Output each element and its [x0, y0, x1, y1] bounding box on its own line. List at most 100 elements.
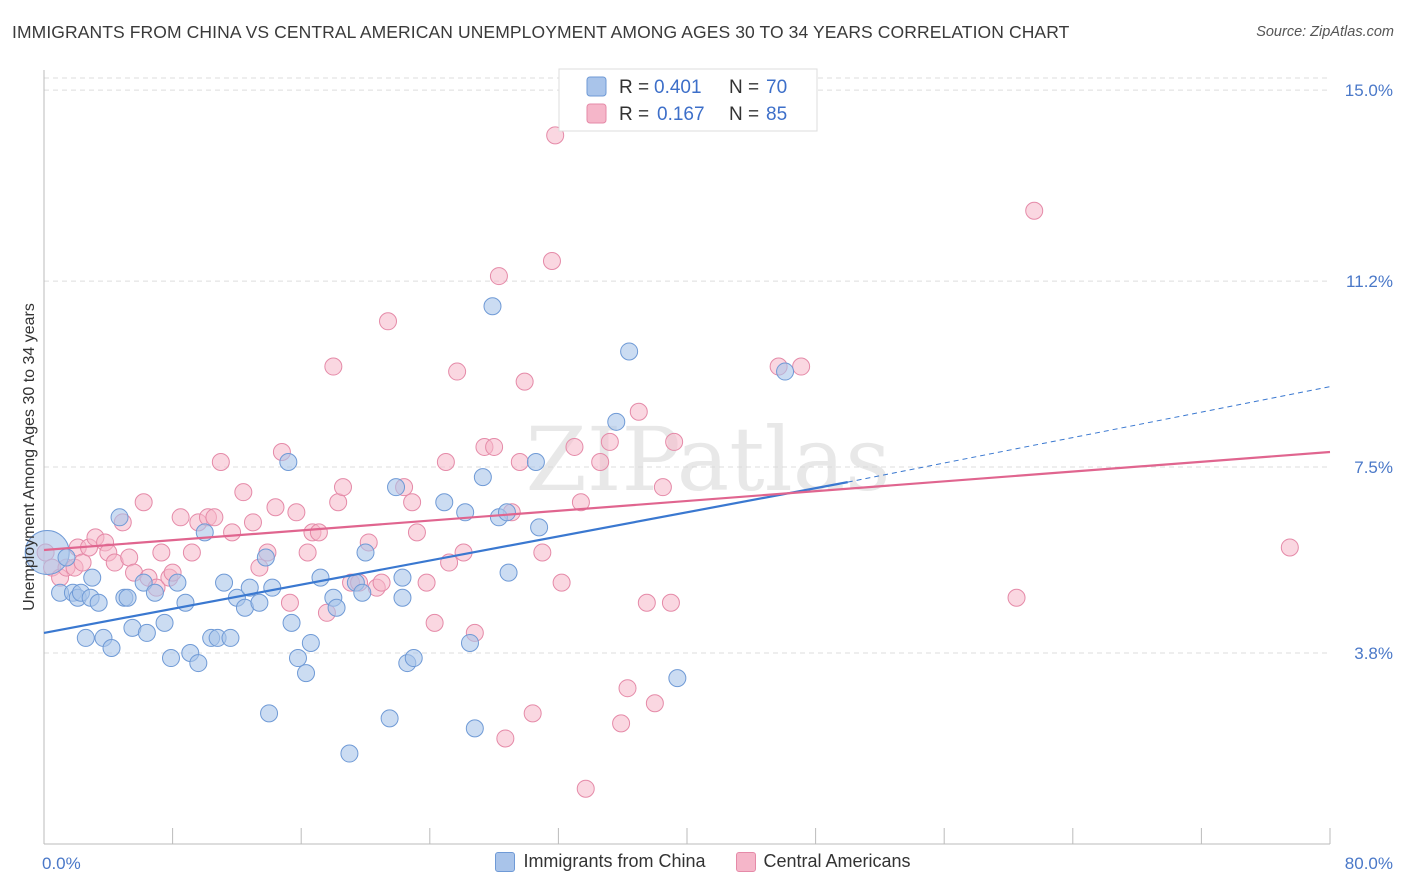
y-tick-label-0: 3.8% [1354, 644, 1393, 663]
point-central-22 [182, 543, 201, 562]
point-china-12 [110, 508, 129, 527]
point-china-57 [460, 633, 479, 652]
point-china-19 [155, 613, 174, 632]
point-china-63 [499, 563, 518, 582]
point-central-28 [234, 483, 253, 502]
point-china-16 [134, 573, 153, 592]
point-central-42 [333, 478, 352, 497]
point-central-85 [792, 357, 811, 376]
point-central-67 [533, 543, 552, 562]
y-tick-label-2: 11.2% [1346, 272, 1393, 291]
point-china-44 [327, 598, 346, 617]
point-china-51 [393, 568, 412, 587]
point-china-35 [263, 578, 282, 597]
point-central-32 [266, 498, 285, 517]
point-central-73 [576, 779, 595, 798]
point-central-52 [417, 573, 436, 592]
legend-r-label-central: R = [619, 104, 649, 125]
y-axis-label: Unemployment Among Ages 30 to 34 years [21, 303, 38, 611]
legend-n-label-china: N = [729, 77, 759, 98]
point-china-67 [620, 342, 639, 361]
bottom-legend-item-central: Central Americans [735, 851, 911, 872]
trend-line-central [43, 450, 1331, 552]
point-central-15 [134, 493, 153, 512]
point-central-48 [379, 312, 398, 331]
point-china-58 [465, 719, 484, 738]
point-central-56 [448, 362, 467, 381]
legend-n-label-central: N = [729, 104, 759, 125]
point-china-52 [393, 588, 412, 607]
point-china-64 [526, 453, 545, 472]
legend-r-label-china: R = [619, 77, 649, 98]
bottom-legend-item-china: Immigrants from China [495, 851, 706, 872]
point-china-59 [473, 468, 492, 487]
x-tick-label-max: 80.0% [1345, 854, 1393, 873]
point-central-72 [571, 493, 590, 512]
point-china-48 [356, 543, 375, 562]
point-central-41 [329, 493, 348, 512]
point-china-41 [301, 633, 320, 652]
point-central-51 [407, 523, 426, 542]
point-china-32 [240, 578, 259, 597]
point-central-34 [280, 593, 299, 612]
point-china-49 [380, 709, 399, 728]
point-china-47 [353, 583, 372, 602]
point-china-60 [483, 297, 502, 316]
point-china-22 [176, 593, 195, 612]
point-central-86 [1007, 588, 1026, 607]
trend-line-china-extension [847, 386, 1331, 483]
legend-n-value-china: 70 [766, 77, 787, 98]
point-central-87 [1025, 201, 1044, 220]
point-central-79 [637, 593, 656, 612]
point-central-76 [612, 714, 631, 733]
point-central-64 [510, 453, 529, 472]
point-china-34 [256, 548, 275, 567]
point-china-11 [102, 638, 121, 657]
axes [43, 70, 1331, 845]
legend-r-value-central: 0.167 [657, 104, 705, 125]
point-china-45 [340, 744, 359, 763]
point-central-35 [287, 503, 306, 522]
point-central-54 [436, 453, 455, 472]
point-china-40 [297, 664, 316, 683]
grid-lines [44, 77, 1330, 654]
point-central-88 [1280, 538, 1299, 557]
point-china-9 [89, 593, 108, 612]
point-central-47 [372, 573, 391, 592]
legend-n-value-central: 85 [766, 104, 787, 125]
point-china-6 [76, 628, 95, 647]
y-tick-label-1: 7.5% [1354, 458, 1393, 477]
point-central-21 [171, 508, 190, 527]
point-china-39 [288, 649, 307, 668]
y-tick-labels: 3.8% 7.5% 11.2% 15.0% [1345, 81, 1393, 663]
chart-title: IMMIGRANTS FROM CHINA VS CENTRAL AMERICA… [12, 22, 1070, 42]
point-central-70 [552, 573, 571, 592]
bottom-legend: Immigrants from China Central Americans [0, 851, 1406, 872]
point-central-18 [152, 543, 171, 562]
point-central-60 [485, 437, 504, 456]
point-central-75 [600, 432, 619, 451]
point-central-36 [298, 543, 317, 562]
source-label: Source: ZipAtlas.com [1256, 24, 1394, 40]
point-china-20 [161, 649, 180, 668]
bottom-legend-label-china: Immigrants from China [523, 851, 706, 871]
legend: R = 0.401 N = 70 R = 0.167 N = 85 [558, 68, 818, 132]
point-central-68 [542, 251, 561, 270]
point-central-74 [591, 453, 610, 472]
point-central-26 [211, 453, 230, 472]
point-china-62 [497, 503, 516, 522]
point-central-66 [523, 704, 542, 723]
x-tick-label-min: 0.0% [42, 854, 81, 873]
point-china-29 [221, 628, 240, 647]
bottom-legend-swatch-china [495, 851, 516, 872]
point-central-40 [324, 357, 343, 376]
trend-lines [43, 386, 1331, 634]
point-central-6 [73, 553, 92, 572]
point-china-38 [282, 613, 301, 632]
watermark-text: ZIPatlas [526, 408, 891, 511]
legend-swatch-china [586, 76, 607, 97]
point-central-77 [618, 679, 637, 698]
point-china-24 [189, 654, 208, 673]
point-china-66 [607, 412, 626, 431]
x-tick-labels: 0.0% 80.0% [42, 854, 1393, 873]
